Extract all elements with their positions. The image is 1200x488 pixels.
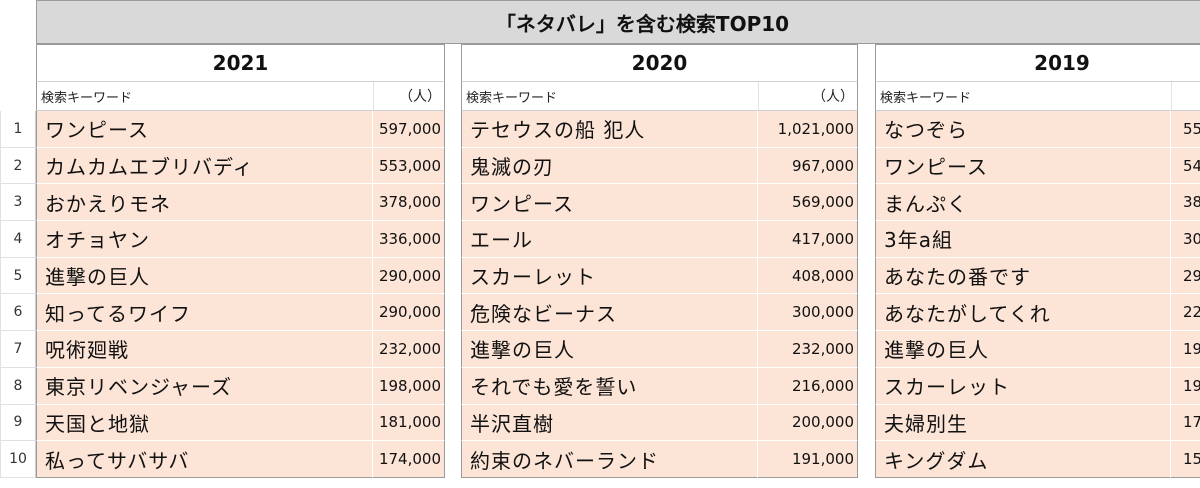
- rank-number: 4: [0, 221, 36, 258]
- count-cell: 967,000: [758, 147, 858, 185]
- rank-number: 7: [0, 331, 36, 368]
- count-cell: 381,000: [1171, 184, 1200, 222]
- year-header-2020: 2020: [461, 44, 858, 82]
- keyword-cell: 進撃の巨人: [461, 331, 758, 368]
- count-cell: 1,021,000: [758, 111, 858, 148]
- unit-column-header: （人）: [1171, 82, 1200, 111]
- count-cell: 173,000: [1171, 404, 1200, 442]
- keyword-cell: キングダム: [875, 441, 1171, 478]
- sheet-title: 「ネタバレ」を含む検索TOP10: [36, 0, 1200, 44]
- keyword-column-header: 検索キーワード: [461, 82, 758, 111]
- count-cell: 290,000: [373, 294, 445, 332]
- unit-column-header: （人）: [373, 82, 445, 111]
- keyword-cell: ワンピース: [875, 147, 1171, 185]
- ranking-sheet: 「ネタバレ」を含む検索TOP10 2021 検索キーワード （人） ワンピース 597,…: [0, 0, 1200, 478]
- count-cell: 290,000: [373, 257, 445, 295]
- count-cell: 300,000: [758, 294, 858, 332]
- count-cell: 191,000: [758, 441, 858, 478]
- count-cell: 232,000: [758, 331, 858, 368]
- count-cell: 336,000: [373, 221, 445, 258]
- keyword-cell: それでも愛を誓い: [461, 367, 758, 405]
- keyword-cell: カムカムエブリバディ: [36, 147, 373, 185]
- keyword-cell: 進撃の巨人: [875, 331, 1171, 368]
- rank-number: 10: [0, 441, 36, 478]
- keyword-cell: ワンピース: [36, 111, 373, 148]
- count-cell: 223,000: [1171, 294, 1200, 332]
- rank-number: 1: [0, 111, 36, 148]
- keyword-cell: まんぷく: [875, 184, 1171, 222]
- keyword-column-header: 検索キーワード: [36, 82, 373, 111]
- keyword-cell: 東京リベンジャーズ: [36, 367, 373, 405]
- unit-column-header: （人）: [758, 82, 858, 111]
- year-header-2019: 2019: [875, 44, 1200, 82]
- keyword-cell: おかえりモネ: [36, 184, 373, 222]
- keyword-cell: スカーレット: [875, 367, 1171, 405]
- keyword-cell: 3年a組: [875, 221, 1171, 258]
- count-cell: 298,000: [1171, 257, 1200, 295]
- count-cell: 174,000: [373, 441, 445, 478]
- keyword-cell: テセウスの船 犯人: [461, 111, 758, 148]
- keyword-cell: 鬼滅の刃: [461, 147, 758, 185]
- year-header-2021: 2021: [36, 44, 445, 82]
- count-cell: 305,000: [1171, 221, 1200, 258]
- keyword-cell: オチョヤン: [36, 221, 373, 258]
- keyword-column-header: 検索キーワード: [875, 82, 1171, 111]
- count-cell: 569,000: [758, 184, 858, 222]
- keyword-cell: あなたがしてくれ: [875, 294, 1171, 332]
- keyword-cell: 夫婦別生: [875, 404, 1171, 442]
- count-cell: 200,000: [758, 404, 858, 442]
- count-cell: 216,000: [758, 367, 858, 405]
- rank-number: 5: [0, 257, 36, 295]
- count-cell: 378,000: [373, 184, 445, 222]
- keyword-cell: 約束のネバーランド: [461, 441, 758, 478]
- rank-number: 9: [0, 404, 36, 442]
- keyword-cell: あなたの番です: [875, 257, 1171, 295]
- keyword-cell: 知ってるワイフ: [36, 294, 373, 332]
- count-cell: 199,000: [1171, 331, 1200, 368]
- keyword-cell: 危険なビーナス: [461, 294, 758, 332]
- keyword-cell: エール: [461, 221, 758, 258]
- count-cell: 417,000: [758, 221, 858, 258]
- keyword-cell: 進撃の巨人: [36, 257, 373, 295]
- keyword-cell: スカーレット: [461, 257, 758, 295]
- count-cell: 153,000: [1171, 441, 1200, 478]
- keyword-cell: ワンピース: [461, 184, 758, 222]
- rank-number: 2: [0, 147, 36, 185]
- count-cell: 193,000: [1171, 367, 1200, 405]
- keyword-cell: 半沢直樹: [461, 404, 758, 442]
- rank-number: 6: [0, 294, 36, 332]
- rank-number: 8: [0, 367, 36, 405]
- count-cell: 597,000: [373, 111, 445, 148]
- keyword-cell: 呪術廻戦: [36, 331, 373, 368]
- count-cell: 556,000: [1171, 111, 1200, 148]
- count-cell: 198,000: [373, 367, 445, 405]
- count-cell: 181,000: [373, 404, 445, 442]
- count-cell: 553,000: [373, 147, 445, 185]
- rank-number: 3: [0, 184, 36, 222]
- keyword-cell: なつぞら: [875, 111, 1171, 148]
- keyword-cell: 天国と地獄: [36, 404, 373, 442]
- count-cell: 408,000: [758, 257, 858, 295]
- count-cell: 232,000: [373, 331, 445, 368]
- count-cell: 548,000: [1171, 147, 1200, 185]
- keyword-cell: 私ってサバサバ: [36, 441, 373, 478]
